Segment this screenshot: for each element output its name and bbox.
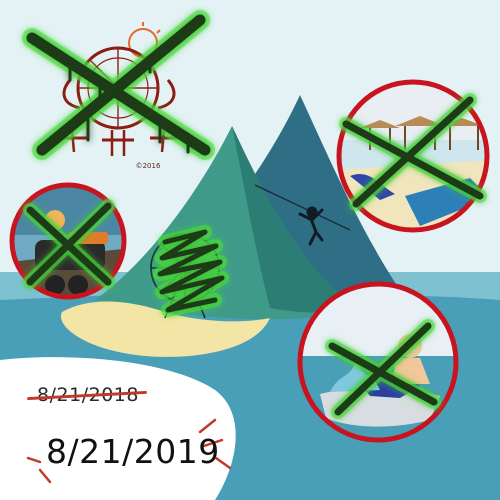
circle-border — [336, 79, 490, 233]
circle-border — [9, 182, 127, 300]
zipline-icon — [298, 206, 324, 246]
green-scribble-icon — [153, 225, 229, 317]
mountain-front-shade — [232, 126, 360, 313]
copyright-text: ©2016 — [135, 162, 161, 170]
new-date: 8/21/2019 — [46, 432, 220, 471]
zipline-wire — [254, 184, 351, 231]
note-paper — [0, 357, 236, 500]
green-x-icon — [325, 319, 441, 419]
green-x-icon — [22, 10, 215, 160]
circle-border — [297, 281, 459, 443]
green-x-icon — [23, 199, 115, 289]
green-x-icon — [339, 93, 487, 211]
sand-beach — [60, 301, 271, 357]
red-marks — [26, 418, 232, 484]
